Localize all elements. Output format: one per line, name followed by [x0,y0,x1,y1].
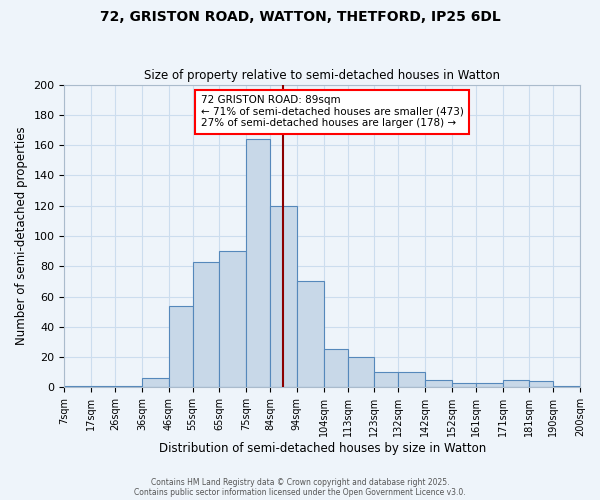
Bar [297,282,323,388]
X-axis label: Distribution of semi-detached houses by size in Watton: Distribution of semi-detached houses by … [158,442,486,455]
Bar [553,386,580,388]
Bar [323,350,347,388]
Bar [115,386,142,388]
Title: Size of property relative to semi-detached houses in Watton: Size of property relative to semi-detach… [144,69,500,82]
Bar [64,386,91,388]
Text: 72 GRISTON ROAD: 89sqm
← 71% of semi-detached houses are smaller (473)
27% of se: 72 GRISTON ROAD: 89sqm ← 71% of semi-det… [200,95,464,128]
Bar [347,357,374,388]
Text: 72, GRISTON ROAD, WATTON, THETFORD, IP25 6DL: 72, GRISTON ROAD, WATTON, THETFORD, IP25… [100,10,500,24]
Bar [220,251,246,388]
Bar [374,372,398,388]
Bar [398,372,425,388]
Bar [246,139,270,388]
Bar [270,206,297,388]
Bar [529,382,553,388]
Bar [193,262,220,388]
Y-axis label: Number of semi-detached properties: Number of semi-detached properties [15,126,28,346]
Bar [452,383,476,388]
Bar [169,306,193,388]
Bar [476,383,503,388]
Bar [425,380,452,388]
Bar [91,386,115,388]
Bar [142,378,169,388]
Text: Contains HM Land Registry data © Crown copyright and database right 2025.
Contai: Contains HM Land Registry data © Crown c… [134,478,466,497]
Bar [503,380,529,388]
